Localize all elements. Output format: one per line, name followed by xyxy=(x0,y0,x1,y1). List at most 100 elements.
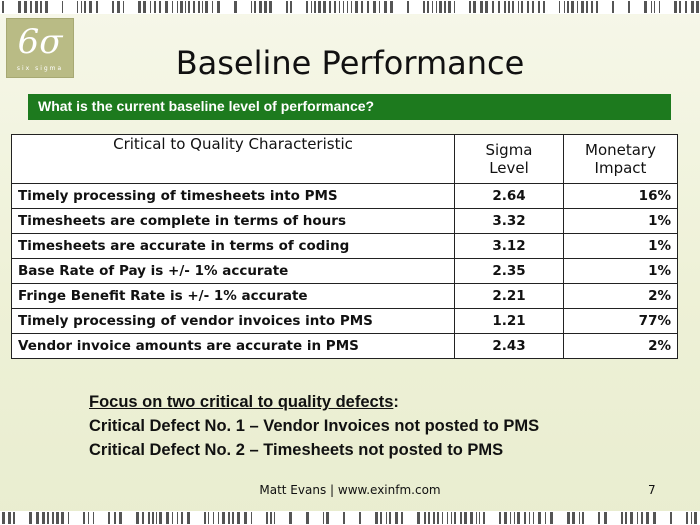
barcode-bar xyxy=(177,1,178,13)
table-header-row: Critical to Quality Characteristic Sigma… xyxy=(11,134,678,184)
barcode-bar xyxy=(93,512,94,524)
barcode-bar xyxy=(504,512,507,524)
barcode-bar xyxy=(460,512,462,524)
barcode-bar xyxy=(159,512,162,524)
barcode-bar xyxy=(521,1,523,13)
barcode-bar xyxy=(81,1,82,13)
barcode-bar xyxy=(373,1,376,13)
cell-impact: 16% xyxy=(563,183,678,209)
barcode-bar xyxy=(244,512,247,524)
barcode-bar xyxy=(323,512,324,524)
barcode-bar xyxy=(185,1,186,13)
barcode-bar xyxy=(318,1,321,13)
cell-sigma: 2.64 xyxy=(454,183,564,209)
barcode-bar xyxy=(166,512,169,524)
barcode-bar xyxy=(42,512,45,524)
barcode-bar xyxy=(339,1,340,13)
top-barcode-strip xyxy=(0,0,700,14)
barcode-bar xyxy=(596,1,598,13)
barcode-bar xyxy=(45,1,48,13)
barcode-bar xyxy=(659,1,660,13)
barcode-bar xyxy=(651,1,652,13)
barcode-bar xyxy=(323,1,326,13)
header-sigma-line1: Sigma xyxy=(485,141,533,159)
barcode-bar xyxy=(504,1,506,13)
barcode-bar xyxy=(653,512,656,524)
barcode-bar xyxy=(480,1,483,13)
table-row: Timely processing of timesheets into PMS… xyxy=(11,183,678,209)
barcode-bar xyxy=(208,512,209,524)
barcode-bar xyxy=(483,512,485,524)
barcode-bar xyxy=(289,512,292,524)
barcode-bar xyxy=(564,1,565,13)
barcode-bar xyxy=(8,512,11,524)
barcode-bar xyxy=(630,512,633,524)
barcode-bar xyxy=(579,512,580,524)
barcode-bar xyxy=(550,512,553,524)
barcode-bar xyxy=(61,512,64,524)
barcode-bar xyxy=(386,512,387,524)
barcode-bar xyxy=(180,1,183,13)
barcode-bar xyxy=(334,1,336,13)
barcode-bar xyxy=(326,512,329,524)
barcode-bar xyxy=(567,512,570,524)
barcode-bar xyxy=(270,512,272,524)
barcode-bar xyxy=(476,512,477,524)
barcode-bar xyxy=(586,1,588,13)
barcode-bar xyxy=(686,512,688,524)
barcode-bar xyxy=(439,1,442,13)
barcode-bar xyxy=(359,512,361,524)
table-row: Timesheets are complete in terms of hour… xyxy=(11,208,678,234)
barcode-bar xyxy=(417,512,420,524)
barcode-bar xyxy=(581,1,584,13)
barcode-bar xyxy=(384,1,387,13)
barcode-bar xyxy=(694,512,697,524)
table-row: Fringe Benefit Rate is +/- 1% accurate 2… xyxy=(11,283,678,309)
barcode-bar xyxy=(427,1,429,13)
barcode-bar xyxy=(380,512,382,524)
barcode-bar xyxy=(108,512,110,524)
barcode-bar xyxy=(395,512,398,524)
baseline-table: Critical to Quality Characteristic Sigma… xyxy=(11,134,678,359)
table-row: Base Rate of Pay is +/- 1% accurate 2.35… xyxy=(11,258,678,284)
footer-text: Matt Evans | www.exinfm.com xyxy=(259,483,441,497)
barcode-bar xyxy=(436,1,437,13)
barcode-bar xyxy=(612,1,614,13)
barcode-bar xyxy=(451,512,452,524)
cell-characteristic: Fringe Benefit Rate is +/- 1% accurate xyxy=(11,283,455,309)
barcode-bar xyxy=(691,1,694,13)
barcode-bar xyxy=(172,1,173,13)
barcode-bar xyxy=(464,512,467,524)
focus-heading-colon: : xyxy=(393,393,399,411)
barcode-bar xyxy=(545,512,546,524)
barcode-bar xyxy=(187,512,190,524)
table-row: Vendor invoice amounts are accurate in P… xyxy=(11,333,678,359)
barcode-bar xyxy=(591,1,593,13)
page-number: 7 xyxy=(648,483,656,497)
barcode-bar xyxy=(469,1,471,13)
barcode-bar xyxy=(96,1,98,13)
barcode-bar xyxy=(228,512,230,524)
barcode-bar xyxy=(454,1,455,13)
header-impact-line2: Impact xyxy=(594,159,647,177)
barcode-bar xyxy=(314,1,316,13)
barcode-bar xyxy=(24,1,27,13)
barcode-bar xyxy=(329,1,331,13)
barcode-bar xyxy=(181,512,183,524)
barcode-bar xyxy=(222,512,225,524)
barcode-bar xyxy=(202,1,203,13)
barcode-bar xyxy=(205,1,208,13)
barcode-bar xyxy=(18,1,21,13)
cell-impact: 77% xyxy=(563,308,678,334)
barcode-bar xyxy=(56,512,59,524)
barcode-bar xyxy=(62,1,63,13)
barcode-bar xyxy=(527,1,529,13)
cell-characteristic: Timesheets are accurate in terms of codi… xyxy=(11,233,455,259)
barcode-bar xyxy=(159,1,161,13)
barcode-bar xyxy=(218,512,219,524)
focus-heading: Focus on two critical to quality defects xyxy=(89,393,394,411)
barcode-bar xyxy=(232,512,234,524)
cell-sigma: 2.21 xyxy=(454,283,564,309)
barcode-bar xyxy=(138,1,141,13)
cell-impact: 1% xyxy=(563,233,678,259)
